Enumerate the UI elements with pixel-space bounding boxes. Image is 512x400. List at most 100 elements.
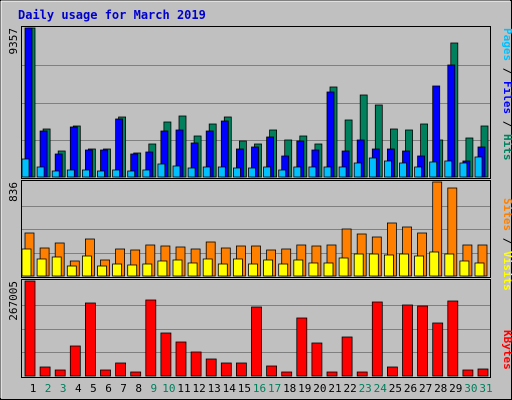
hits-panel-bar-pages-day-3 [51,170,60,178]
hits-panel-legend: Pages / Files / Hits [501,28,512,161]
hits-panel-bar-pages-day-7 [112,169,120,178]
hits-panel-bar-files-day-1 [24,27,33,178]
x-tick-day-13: 13 [208,382,221,395]
x-tick-day-22: 22 [343,382,356,395]
hits-panel-bar-pages-day-15 [232,167,241,178]
visits-panel-bar-visits-day-24 [368,253,379,277]
hits-panel-bar-pages-day-16 [248,167,256,178]
hits-panel-bar-pages-day-14 [217,166,226,178]
kbytes-panel-bar-kbytes-day-7 [115,362,126,377]
x-tick-day-11: 11 [177,382,190,395]
x-tick-day-5: 5 [90,382,97,395]
legend-separator: / [501,114,512,134]
kbytes-panel-bar-kbytes-day-31 [477,368,489,377]
x-tick-day-16: 16 [253,382,266,395]
hits-panel-bar-files-day-21 [326,91,335,178]
visits-panel-bar-visits-day-8 [127,264,138,277]
visits-panel-bar-visits-day-23 [353,253,364,277]
legend-sites: Sites [501,198,512,231]
kbytes-panel-bar-kbytes-day-24 [371,301,383,377]
kbytes-panel-bar-kbytes-day-13 [205,358,217,377]
visits-panel-bar-visits-day-17 [263,259,274,277]
bars-layer [21,27,490,377]
visits-panel-bar-visits-day-14 [217,263,228,277]
x-tick-day-7: 7 [120,382,127,395]
visits-panel-bar-visits-day-1 [21,248,32,277]
visits-panel-bar-visits-day-13 [202,258,213,277]
legend-hits: Hits [501,134,512,161]
visits-panel-bar-visits-day-9 [142,263,153,277]
kbytes-panel-bar-kbytes-day-27 [417,305,429,377]
legend-separator: / [501,61,512,81]
hits-panel-bar-pages-day-18 [278,169,287,178]
kbytes-panel-bar-kbytes-day-10 [160,332,172,377]
kbytes-panel-bar-kbytes-day-9 [145,299,157,377]
kbytes-panel-bar-kbytes-day-3 [54,369,66,377]
kbytes-panel-bar-kbytes-day-17 [266,365,278,377]
x-tick-day-20: 20 [313,382,326,395]
x-axis-ticks: 1 2 3 4 5 6 7 8 9 10 11 12 13 14 15 16 17 18 19 20 21 22 23 24 2… [30,382,493,395]
x-tick-day-9: 9 [150,382,157,395]
visits-panel-ymax: 836 [7,182,20,202]
visits-panel-bar-visits-day-16 [248,263,258,277]
x-tick-day-3: 3 [60,382,67,395]
visits-panel-bar-visits-day-7 [112,263,122,277]
hits-panel-bar-files-day-4 [69,126,78,178]
x-tick-day-26: 26 [404,382,417,395]
x-tick-day-31: 31 [479,382,492,395]
kbytes-panel-bar-kbytes-day-26 [402,304,413,377]
visits-panel-bar-visits-day-4 [66,265,77,277]
kbytes-panel-bar-kbytes-day-2 [39,366,51,377]
visits-panel-bar-visits-day-29 [444,253,455,277]
hits-panel-bar-pages-day-27 [414,166,423,178]
visits-panel-bar-visits-day-18 [278,263,289,277]
visits-panel-bar-visits-day-28 [429,251,440,277]
hits-panel-bar-pages-day-11 [172,165,181,178]
legend-kbytes: KBytes [501,330,512,370]
visits-panel-bar-visits-day-2 [36,258,47,277]
kbytes-panel-bar-kbytes-day-16 [251,306,262,377]
visits-panel-bar-visits-day-11 [172,259,183,277]
kbytes-panel-bar-kbytes-day-25 [386,366,398,377]
visits-panel-bar-visits-day-30 [459,260,470,277]
visits-panel-bar-visits-day-25 [383,254,394,277]
kbytes-panel-ymax: 267005 [7,281,20,321]
x-tick-day-24: 24 [374,382,388,395]
visits-panel-bar-visits-day-31 [474,262,485,277]
x-tick-day-12: 12 [192,382,205,395]
x-tick-day-19: 19 [298,382,311,395]
hits-panel-bar-pages-day-20 [308,166,317,178]
chart-title: Daily usage for March 2019 [18,8,206,22]
visits-panel-legend: Sites / Visits [501,198,512,291]
kbytes-panel-bar-kbytes-day-23 [356,371,368,377]
kbytes-panel-bar-kbytes-day-4 [69,345,81,377]
x-tick-day-23: 23 [359,382,372,395]
kbytes-panel-bar-kbytes-day-30 [462,369,474,377]
x-tick-day-29: 29 [449,382,462,395]
kbytes-panel-bar-kbytes-day-29 [447,300,459,377]
x-tick-day-10: 10 [162,382,175,395]
kbytes-panel-bar-kbytes-day-14 [220,362,232,377]
hits-panel-bar-files-day-7 [115,118,123,178]
visits-panel-bar-visits-day-22 [338,257,349,277]
x-tick-day-27: 27 [419,382,432,395]
hits-panel-bar-pages-day-28 [429,161,438,178]
kbytes-panel-bar-kbytes-day-11 [175,341,187,377]
kbytes-panel-bar-kbytes-day-19 [296,317,308,377]
kbytes-panel-bar-kbytes-day-28 [432,322,444,377]
hits-panel-bar-pages-day-1 [21,158,30,178]
visits-panel-bar-visits-day-15 [232,258,243,277]
kbytes-panel-bar-kbytes-day-12 [190,351,202,377]
hits-panel-bar-pages-day-31 [474,156,483,178]
x-tick-day-18: 18 [283,382,296,395]
legend-separator: / [501,231,512,251]
hits-panel-bar-files-day-29 [447,64,456,178]
visits-panel-bar-visits-day-6 [97,265,107,277]
hits-panel-bar-pages-day-17 [263,166,272,178]
kbytes-panel-bar-kbytes-day-5 [85,302,96,377]
x-tick-day-21: 21 [328,382,341,395]
hits-panel-bar-pages-day-23 [353,162,362,178]
kbytes-panel-bar-kbytes-day-21 [326,371,338,377]
x-tick-day-25: 25 [389,382,402,395]
